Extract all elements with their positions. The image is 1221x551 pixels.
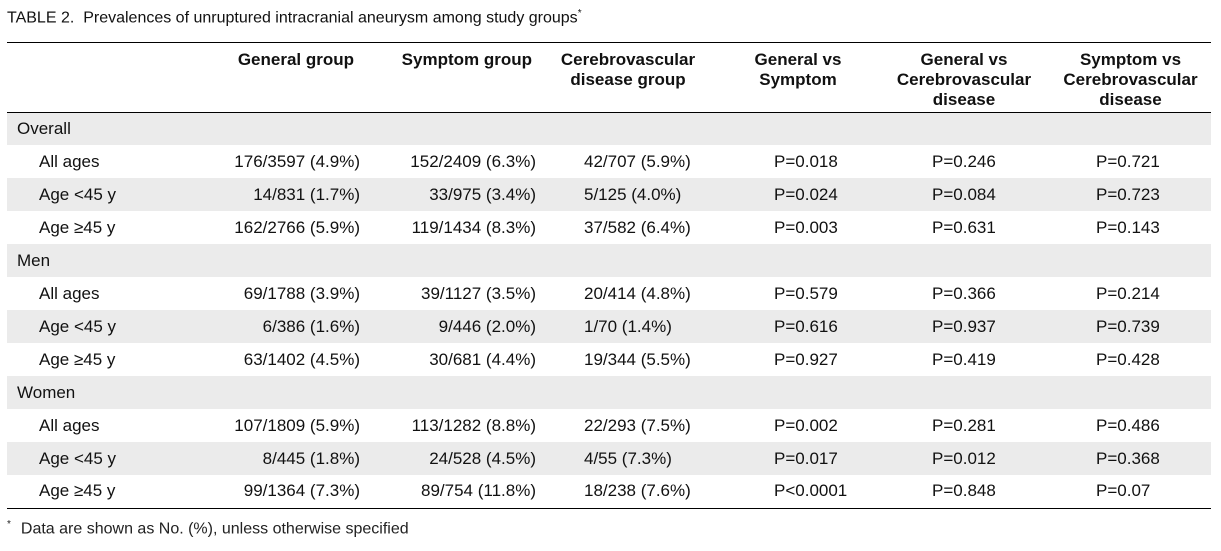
table-row: Age <45 y 8/445 (1.8%) 24/528 (4.5%) 4/5… <box>7 442 1211 475</box>
header-symptom-vs-cerebrovascular: Symptom vs Cerebrovascular disease <box>1050 44 1211 113</box>
cell-symptom: 119/1434 (8.3%) <box>411 217 536 237</box>
cell-cerebrovascular: 42/707 (5.9%) <box>584 151 691 171</box>
table-row: Age ≥45 y 162/2766 (5.9%) 119/1434 (8.3%… <box>7 211 1211 244</box>
row-label: Age ≥45 y <box>7 475 207 509</box>
cell-symptom: 24/528 (4.5%) <box>362 442 538 475</box>
table-label: TABLE 2. <box>7 9 75 27</box>
table-row: Age ≥45 y 63/1402 (4.5%) 30/681 (4.4%) 1… <box>7 343 1211 376</box>
cell-cerebrovascular: 22/293 (7.5%) <box>584 415 691 435</box>
cell-cerebrovascular: 5/125 (4.0%) <box>538 178 718 211</box>
row-label: All ages <box>39 283 100 303</box>
table-caption: TABLE 2. Prevalences of unruptured intra… <box>7 8 582 27</box>
cell-cerebrovascular: 4/55 (7.3%) <box>538 442 718 475</box>
section-label: Women <box>7 376 1211 409</box>
row-label: All ages <box>39 151 100 171</box>
table-header: General group Symptom group Cerebrovascu… <box>7 44 1211 113</box>
row-label: Age ≥45 y <box>39 217 116 237</box>
cell-p-general-symptom: P=0.579 <box>774 283 838 303</box>
cell-p-general-symptom: P=0.017 <box>718 442 878 475</box>
header-general-group: General group <box>207 44 362 113</box>
cell-p-general-cerebrovascular: P=0.012 <box>878 442 1050 475</box>
cell-p-general-symptom: P=0.927 <box>774 349 838 369</box>
cell-p-symptom-cerebrovascular: P=0.143 <box>1096 217 1160 237</box>
row-label: Age ≥45 y <box>39 349 116 369</box>
cell-symptom: 113/1282 (8.8%) <box>411 415 536 435</box>
table-footnote: * Data are shown as No. (%), unless other… <box>7 519 409 538</box>
cell-p-general-symptom: P=0.018 <box>774 151 838 171</box>
cell-cerebrovascular: 37/582 (6.4%) <box>584 217 691 237</box>
cell-p-symptom-cerebrovascular: P=0.739 <box>1050 310 1211 343</box>
cell-general: 8/445 (1.8%) <box>207 442 362 475</box>
cell-general: 99/1364 (7.3%) <box>207 475 362 509</box>
cell-general: 162/2766 (5.9%) <box>234 217 360 237</box>
cell-p-general-symptom: P=0.024 <box>718 178 878 211</box>
cell-general: 6/386 (1.6%) <box>207 310 362 343</box>
cell-p-general-cerebrovascular: P=0.281 <box>932 415 996 435</box>
section-row-men: Men <box>7 244 1211 277</box>
table-title: Prevalences of unruptured intracranial a… <box>83 9 578 27</box>
row-label: Age <45 y <box>7 442 207 475</box>
cell-p-symptom-cerebrovascular: P=0.723 <box>1050 178 1211 211</box>
header-symptom-group: Symptom group <box>362 44 538 113</box>
section-label: Men <box>7 244 1211 277</box>
table-row: All ages 107/1809 (5.9%) 113/1282 (8.8%)… <box>7 409 1211 442</box>
prevalence-table: General group Symptom group Cerebrovascu… <box>7 44 1211 509</box>
section-row-women: Women <box>7 376 1211 409</box>
cell-p-symptom-cerebrovascular: P=0.368 <box>1050 442 1211 475</box>
table-top-rule <box>7 42 1211 43</box>
row-label: Age <45 y <box>7 178 207 211</box>
cell-general: 63/1402 (4.5%) <box>243 349 360 369</box>
cell-p-general-cerebrovascular: P=0.246 <box>932 151 996 171</box>
cell-p-symptom-cerebrovascular: P=0.721 <box>1096 151 1160 171</box>
cell-general: 176/3597 (4.9%) <box>234 151 360 171</box>
cell-cerebrovascular: 19/344 (5.5%) <box>584 349 691 369</box>
caption-footnote-marker: * <box>577 8 582 19</box>
table-body: Overall All ages 176/3597 (4.9%) 152/240… <box>7 112 1211 509</box>
cell-symptom: 30/681 (4.4%) <box>429 349 536 369</box>
section-label: Overall <box>7 112 1211 145</box>
table-row: All ages 69/1788 (3.9%) 39/1127 (3.5%) 2… <box>7 277 1211 310</box>
cell-symptom: 9/446 (2.0%) <box>362 310 538 343</box>
table-row: All ages 176/3597 (4.9%) 152/2409 (6.3%)… <box>7 145 1211 178</box>
cell-p-general-cerebrovascular: P=0.937 <box>878 310 1050 343</box>
footnote-text: Data are shown as No. (%), unless otherw… <box>20 520 409 538</box>
row-label: Age <45 y <box>7 310 207 343</box>
header-row: General group Symptom group Cerebrovascu… <box>7 44 1211 113</box>
table-row: Age <45 y 6/386 (1.6%) 9/446 (2.0%) 1/70… <box>7 310 1211 343</box>
cell-symptom: 33/975 (3.4%) <box>362 178 538 211</box>
cell-p-general-symptom: P=0.002 <box>774 415 838 435</box>
cell-p-general-cerebrovascular: P=0.848 <box>878 475 1050 509</box>
header-general-vs-cerebrovascular: General vs Cerebrovascular disease <box>878 44 1050 113</box>
cell-general: 107/1809 (5.9%) <box>234 415 360 435</box>
cell-symptom: 39/1127 (3.5%) <box>421 283 536 303</box>
cell-p-general-cerebrovascular: P=0.631 <box>932 217 996 237</box>
cell-cerebrovascular: 1/70 (1.4%) <box>538 310 718 343</box>
cell-p-general-symptom: P<0.0001 <box>718 475 878 509</box>
cell-p-general-cerebrovascular: P=0.419 <box>932 349 996 369</box>
table-row: Age <45 y 14/831 (1.7%) 33/975 (3.4%) 5/… <box>7 178 1211 211</box>
cell-cerebrovascular: 20/414 (4.8%) <box>584 283 691 303</box>
header-cerebrovascular-group: Cerebrovascular disease group <box>538 44 718 113</box>
section-row-overall: Overall <box>7 112 1211 145</box>
header-general-vs-symptom: General vs Symptom <box>718 44 878 113</box>
cell-p-general-symptom: P=0.616 <box>718 310 878 343</box>
cell-p-symptom-cerebrovascular: P=0.486 <box>1096 415 1160 435</box>
header-row-label <box>7 44 207 113</box>
cell-general: 69/1788 (3.9%) <box>243 283 360 303</box>
table-row: Age ≥45 y 99/1364 (7.3%) 89/754 (11.8%) … <box>7 475 1211 509</box>
cell-p-symptom-cerebrovascular: P=0.428 <box>1096 349 1160 369</box>
cell-p-symptom-cerebrovascular: P=0.07 <box>1050 475 1211 509</box>
row-label: All ages <box>39 415 100 435</box>
cell-p-symptom-cerebrovascular: P=0.214 <box>1096 283 1160 303</box>
cell-p-general-cerebrovascular: P=0.366 <box>932 283 996 303</box>
cell-general: 14/831 (1.7%) <box>207 178 362 211</box>
cell-symptom: 152/2409 (6.3%) <box>410 151 536 171</box>
footnote-marker: * <box>7 519 11 530</box>
cell-p-general-cerebrovascular: P=0.084 <box>878 178 1050 211</box>
cell-cerebrovascular: 18/238 (7.6%) <box>538 475 718 509</box>
cell-p-general-symptom: P=0.003 <box>774 217 838 237</box>
cell-symptom: 89/754 (11.8%) <box>362 475 538 509</box>
